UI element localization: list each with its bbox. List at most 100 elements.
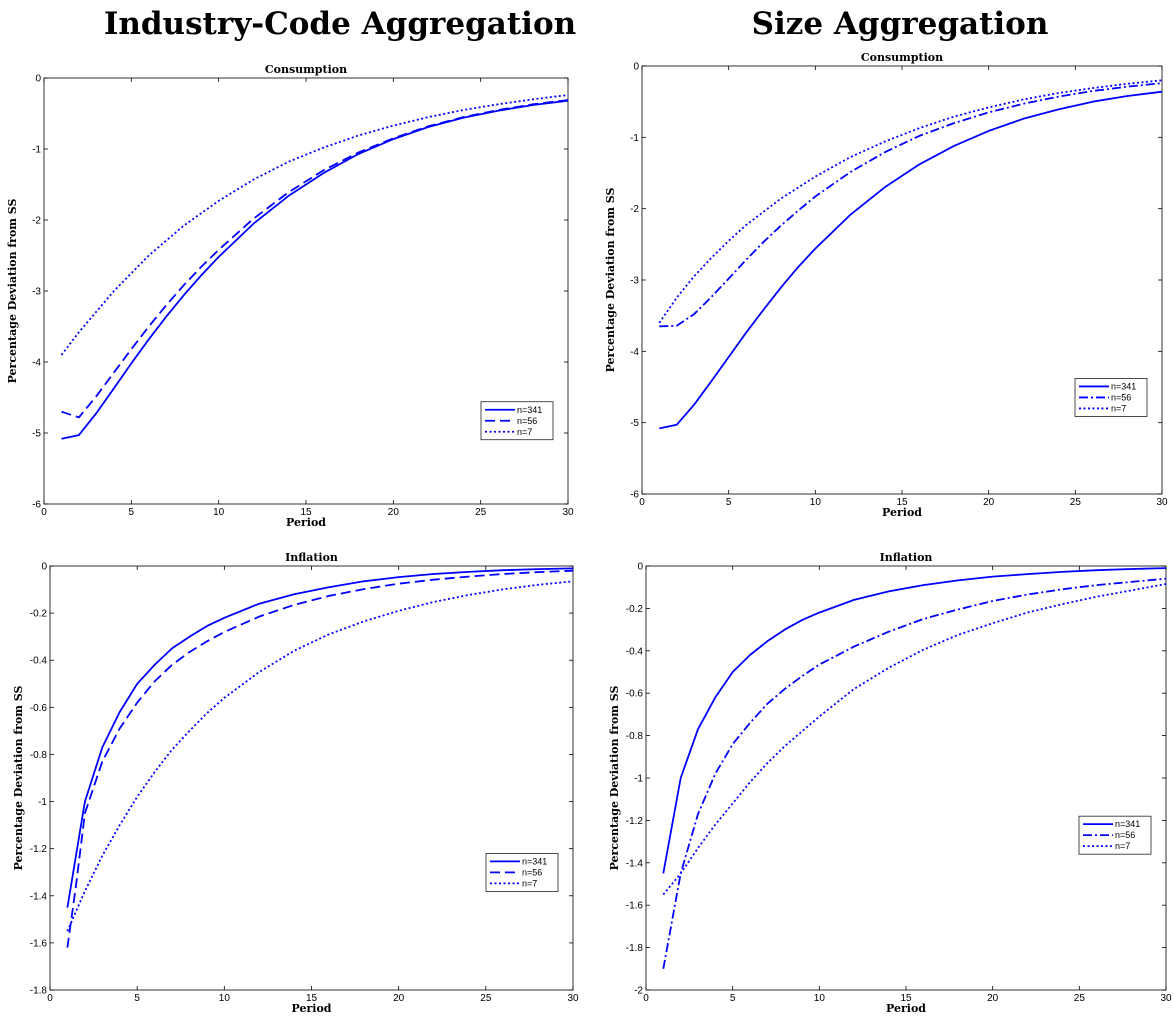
x-tick-label: 15 xyxy=(900,993,912,1004)
plot-area xyxy=(645,565,1167,991)
x-tick-label: 10 xyxy=(814,993,826,1004)
x-tick-label: 20 xyxy=(983,497,995,508)
y-tick-label: -6 xyxy=(630,490,639,501)
y-tick-label: -1.2 xyxy=(30,844,48,855)
chart-tr: 0 5 10 15 20 25 30 0 -1 -2 -3 -4 -5 -6 Consumption Peri… xyxy=(604,51,1168,519)
y-tick-label: -1 xyxy=(630,133,639,144)
series-line-n-56 xyxy=(61,99,569,419)
legend-label: n=56 xyxy=(1115,830,1135,840)
legend-label: n=7 xyxy=(1111,403,1126,413)
legend-label: n=7 xyxy=(522,878,537,888)
y-tick-label: -1.4 xyxy=(626,858,644,869)
legend-box xyxy=(480,401,554,441)
y-tick-label: -0.6 xyxy=(30,703,48,714)
x-tick-label: 30 xyxy=(1156,497,1168,508)
y-tick-label: -1 xyxy=(634,774,643,785)
y-tick-label: -0.8 xyxy=(30,750,48,761)
y-tick-label: -0.6 xyxy=(626,689,644,700)
y-tick-label: -1.4 xyxy=(30,891,48,902)
legend-label: n=341 xyxy=(1111,381,1136,391)
y-tick-label: -5 xyxy=(32,429,41,440)
series-line-n-56 xyxy=(66,569,574,948)
legend-label: n=56 xyxy=(522,867,542,877)
chart-title: Consumption xyxy=(265,63,347,76)
legend-label: n=341 xyxy=(522,856,547,866)
plot-area xyxy=(49,565,574,991)
y-tick-label: -1.2 xyxy=(626,816,644,827)
y-axis-label: Percentage Deviation from SS xyxy=(6,199,19,384)
y-tick-label: -2 xyxy=(634,986,643,997)
y-tick-label: -1.6 xyxy=(30,938,48,949)
y-tick-label: -0.8 xyxy=(626,731,644,742)
x-tick-label: 20 xyxy=(393,993,405,1004)
x-tick-label: 30 xyxy=(567,993,579,1004)
y-tick-label: -3 xyxy=(32,287,41,298)
chart-bl: 0 5 10 15 20 25 30 0 -0.2 -0.4 -0.6 -0.8 -1 -1.2 -1.4 -… xyxy=(12,551,579,1015)
x-tick-label: 25 xyxy=(1074,993,1086,1004)
legend-label: n=341 xyxy=(1115,819,1140,829)
y-tick-label: 0 xyxy=(35,74,41,85)
x-tick-label: 25 xyxy=(475,507,487,518)
chart-tl: 0 5 10 15 20 25 30 0 -1 -2 -3 -4 -5 -6 Consumption Peri… xyxy=(6,63,574,529)
series-line-n-341 xyxy=(66,567,574,908)
y-tick-label: -1.8 xyxy=(30,986,48,997)
x-tick-label: 30 xyxy=(1160,993,1172,1004)
series-line-n-7 xyxy=(662,583,1167,896)
x-tick-label: 0 xyxy=(639,497,645,508)
y-tick-label: -2 xyxy=(32,216,41,227)
heading-industry-code: Industry-Code Aggregation xyxy=(103,6,577,42)
x-tick-label: 10 xyxy=(810,497,822,508)
x-tick-label: 20 xyxy=(987,993,999,1004)
chart-title: Inflation xyxy=(880,551,933,564)
x-tick-label: 15 xyxy=(300,507,312,518)
y-tick-label: 0 xyxy=(633,62,639,73)
y-tick-label: -2 xyxy=(630,204,639,215)
x-axis-label: Period xyxy=(882,506,922,519)
x-tick-label: 10 xyxy=(213,507,225,518)
plot-area xyxy=(641,65,1163,495)
x-tick-label: 25 xyxy=(480,993,492,1004)
y-tick-label: -1.8 xyxy=(626,943,644,954)
x-tick-label: 5 xyxy=(730,993,736,1004)
y-axis-label: Percentage Deviation from SS xyxy=(604,188,617,373)
x-axis-label: Period xyxy=(292,1002,332,1015)
y-tick-label: -0.2 xyxy=(626,604,644,615)
series-line-n-341 xyxy=(659,90,1163,430)
x-tick-label: 5 xyxy=(726,497,732,508)
x-tick-label: 0 xyxy=(643,993,649,1004)
y-axis-label: Percentage Deviation from SS xyxy=(608,686,621,871)
legend-label: n=56 xyxy=(1111,392,1131,402)
x-tick-label: 0 xyxy=(41,507,47,518)
series-line-n-341 xyxy=(662,567,1167,874)
x-tick-label: 10 xyxy=(219,993,231,1004)
x-tick-label: 25 xyxy=(1070,497,1082,508)
x-tick-label: 0 xyxy=(47,993,53,1004)
y-tick-label: -6 xyxy=(32,500,41,511)
legend-label: n=7 xyxy=(1115,841,1130,851)
y-tick-label: -0.4 xyxy=(626,646,644,657)
series-line-n-7 xyxy=(60,94,569,356)
x-tick-label: 15 xyxy=(306,993,318,1004)
y-tick-label: -1.6 xyxy=(626,901,644,912)
x-tick-label: 15 xyxy=(896,497,908,508)
y-tick-label: -1 xyxy=(32,145,41,156)
y-tick-label: -0.4 xyxy=(30,656,48,667)
legend-label: n=7 xyxy=(517,427,532,437)
legend-label: n=56 xyxy=(517,416,537,426)
y-tick-label: -0.2 xyxy=(30,609,48,620)
y-tick-label: 0 xyxy=(637,562,643,573)
chart-title: Inflation xyxy=(285,551,338,564)
y-tick-label: -3 xyxy=(630,276,639,287)
y-tick-label: -4 xyxy=(630,347,639,358)
series-line-n-7 xyxy=(66,580,574,932)
x-axis-label: Period xyxy=(286,516,326,529)
series-line-n-56 xyxy=(659,82,1163,328)
x-tick-label: 5 xyxy=(129,507,135,518)
heading-size: Size Aggregation xyxy=(751,6,1049,42)
chart-title: Consumption xyxy=(861,51,943,64)
